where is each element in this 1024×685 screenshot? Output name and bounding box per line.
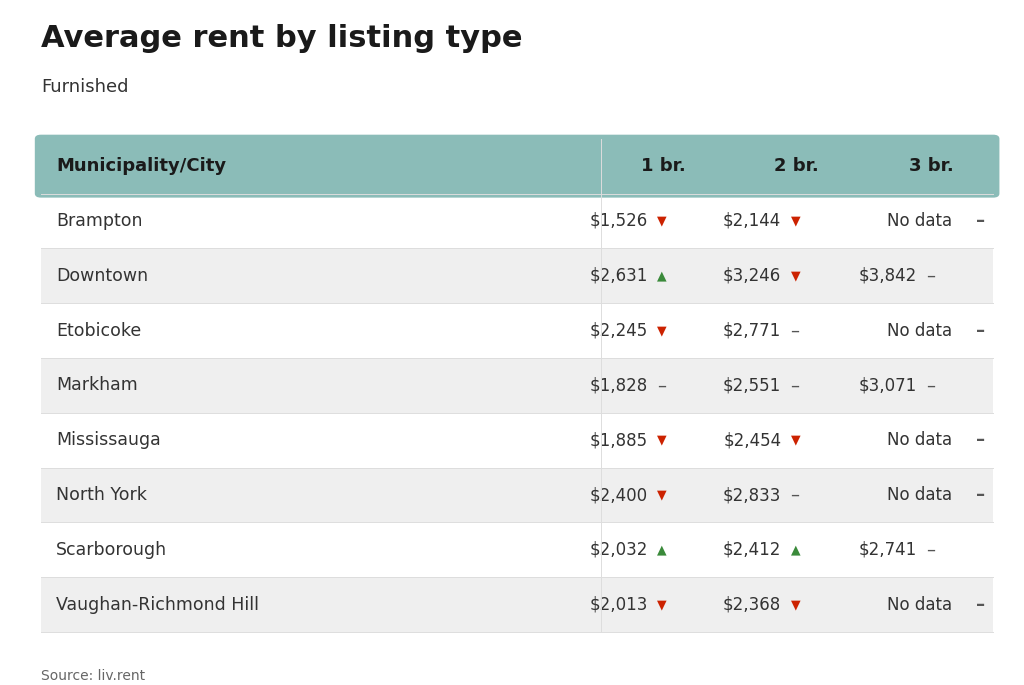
Text: –: – [977,596,985,614]
Text: $2,032: $2,032 [590,541,648,559]
Text: ▼: ▼ [657,324,667,337]
Text: –: – [926,377,935,395]
Text: No data: No data [887,322,952,340]
Text: $2,454: $2,454 [723,432,781,449]
Text: Average rent by listing type: Average rent by listing type [41,24,522,53]
Text: $2,741: $2,741 [858,541,916,559]
Text: –: – [791,377,800,395]
Bar [41,358,993,413]
Text: $1,526: $1,526 [590,212,648,230]
Text: 2 br.: 2 br. [774,157,819,175]
Text: No data: No data [887,432,952,449]
Text: $2,013: $2,013 [590,596,648,614]
Text: –: – [791,322,800,340]
Text: –: – [977,322,985,340]
Text: No data: No data [887,596,952,614]
Text: $1,885: $1,885 [590,432,648,449]
Text: Scarborough: Scarborough [56,541,168,559]
Text: ▼: ▼ [791,269,800,282]
Text: ▼: ▼ [657,434,667,447]
Text: North York: North York [56,486,147,504]
Text: –: – [977,212,985,230]
Text: Brampton: Brampton [56,212,142,230]
Bar [41,468,993,523]
Text: $2,551: $2,551 [723,377,781,395]
Text: Mississauga: Mississauga [56,432,161,449]
Text: Furnished: Furnished [41,78,128,96]
Text: ▼: ▼ [791,598,800,611]
Text: ▲: ▲ [657,269,667,282]
Text: ▼: ▼ [657,598,667,611]
Text: $2,833: $2,833 [723,486,781,504]
Text: Downtown: Downtown [56,266,148,285]
Text: ▼: ▼ [791,214,800,227]
Text: $1,828: $1,828 [590,377,648,395]
Text: ▼: ▼ [657,488,667,501]
Text: Etobicoke: Etobicoke [56,322,141,340]
Text: $2,400: $2,400 [590,486,648,504]
Text: –: – [977,486,985,504]
Text: Municipality/City: Municipality/City [56,157,226,175]
Bar [41,303,993,358]
Text: –: – [926,541,935,559]
Text: $2,245: $2,245 [590,322,648,340]
Bar [41,523,993,577]
Text: $3,246: $3,246 [723,266,781,285]
Text: $2,412: $2,412 [723,541,781,559]
Text: ▼: ▼ [791,434,800,447]
Text: $3,071: $3,071 [858,377,916,395]
Text: –: – [977,432,985,449]
Text: No data: No data [887,486,952,504]
Text: $2,631: $2,631 [590,266,648,285]
Text: 3 br.: 3 br. [909,157,954,175]
Text: $2,144: $2,144 [723,212,781,230]
Text: 1 br.: 1 br. [641,157,686,175]
Text: ▲: ▲ [791,543,800,556]
Text: –: – [926,266,935,285]
Text: $2,368: $2,368 [723,596,781,614]
Text: –: – [657,377,667,395]
Bar [41,194,993,249]
Text: No data: No data [887,212,952,230]
FancyBboxPatch shape [35,135,999,198]
Bar [41,577,993,632]
Text: Markham: Markham [56,377,138,395]
Text: Vaughan-Richmond Hill: Vaughan-Richmond Hill [56,596,259,614]
Text: Source: liv.rent: Source: liv.rent [41,669,145,684]
Text: –: – [791,486,800,504]
Text: $3,842: $3,842 [858,266,916,285]
Bar [41,413,993,468]
Text: ▼: ▼ [657,214,667,227]
Text: ▲: ▲ [657,543,667,556]
Bar [41,249,993,303]
Text: $2,771: $2,771 [723,322,781,340]
